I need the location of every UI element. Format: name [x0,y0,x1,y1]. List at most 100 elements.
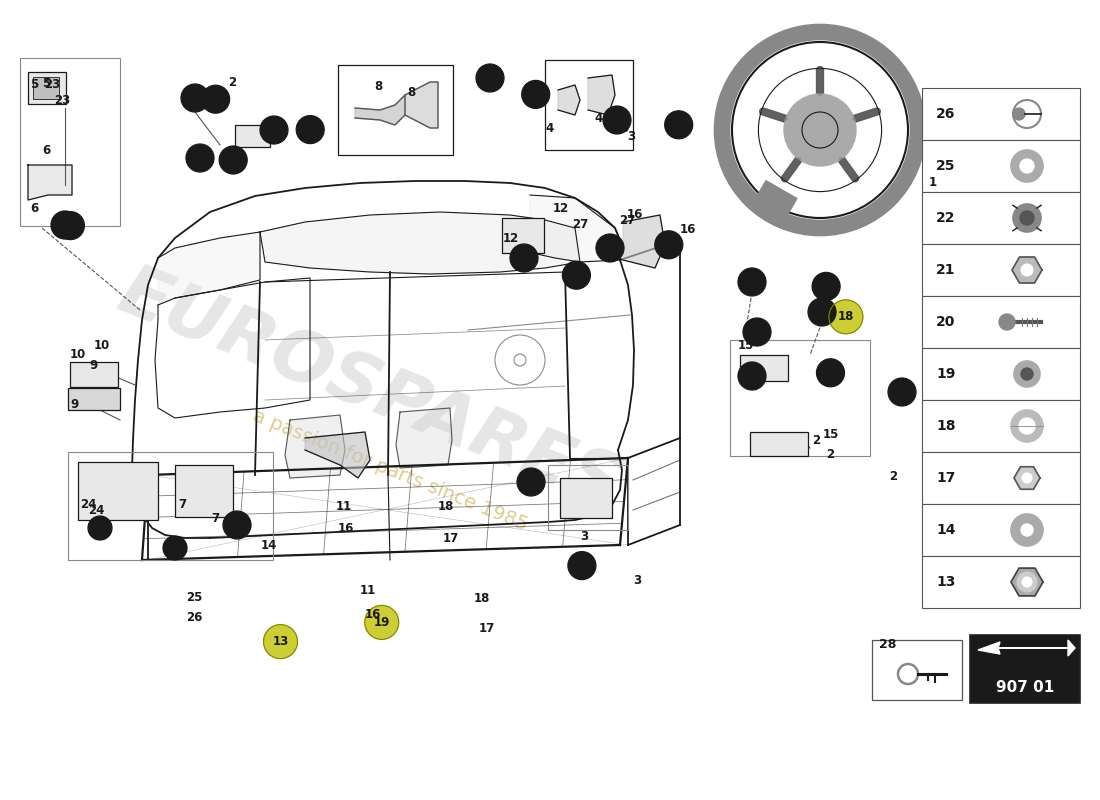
Text: 3: 3 [632,574,641,587]
Text: 907 01: 907 01 [996,681,1054,695]
Polygon shape [285,415,345,478]
Bar [544,60,632,150]
Polygon shape [158,232,260,305]
Bar [970,635,1080,703]
Bar [28,72,66,104]
Text: 1: 1 [928,176,937,189]
Bar [78,462,158,520]
Text: 10: 10 [70,348,86,361]
Text: 14: 14 [229,520,245,530]
Circle shape [808,298,836,326]
Bar [922,88,1080,140]
Text: 5: 5 [42,77,51,90]
Polygon shape [528,195,622,262]
Circle shape [223,511,251,539]
Circle shape [812,272,840,301]
Text: 11: 11 [336,500,352,513]
Circle shape [742,318,771,346]
Circle shape [562,261,591,290]
Bar [740,355,788,381]
Text: 13: 13 [273,635,288,648]
Text: 18: 18 [936,419,956,433]
Text: 9: 9 [70,398,78,411]
Circle shape [517,468,544,496]
Text: 19: 19 [823,368,838,378]
Text: 2: 2 [812,434,821,447]
Text: 12: 12 [503,232,519,245]
Text: 5: 5 [30,78,38,91]
Circle shape [1020,159,1034,173]
Circle shape [738,268,766,296]
Circle shape [1022,473,1032,483]
Circle shape [296,115,324,144]
Bar [922,296,1080,348]
Circle shape [1020,211,1034,225]
Text: 9: 9 [89,359,98,372]
Text: 25: 25 [187,591,202,604]
Text: 23: 23 [55,94,70,106]
Text: 19: 19 [569,270,584,280]
Polygon shape [305,432,370,478]
Text: 7: 7 [211,512,220,525]
Text: 18: 18 [474,592,490,605]
Text: 24: 24 [89,504,104,517]
Polygon shape [623,215,666,268]
Text: 4: 4 [544,122,553,135]
Text: 8: 8 [407,86,416,98]
Text: 22: 22 [936,211,956,225]
Bar [922,452,1080,504]
Text: 19: 19 [302,125,318,134]
Circle shape [201,85,230,114]
Text: 17: 17 [818,282,834,291]
Bar [922,400,1080,452]
Text: 21: 21 [936,263,956,277]
Circle shape [1021,368,1033,380]
Text: 16: 16 [365,608,381,621]
Text: 11: 11 [360,584,375,597]
Bar [730,340,870,456]
Text: 13: 13 [936,575,956,589]
Bar [922,140,1080,192]
Text: 15: 15 [823,428,838,441]
Circle shape [1018,572,1037,592]
Bar [560,478,612,518]
Bar [338,65,453,155]
Text: 19: 19 [524,477,539,487]
Circle shape [186,144,214,172]
Circle shape [260,116,288,144]
Text: 19: 19 [482,73,498,83]
Bar [68,452,273,560]
Circle shape [1022,577,1032,587]
Text: 25: 25 [92,523,108,533]
Text: 2: 2 [272,125,280,138]
Circle shape [596,234,624,262]
Polygon shape [355,95,405,125]
Circle shape [163,536,187,560]
Text: 28: 28 [879,638,896,651]
Circle shape [56,212,85,240]
Bar [502,218,544,253]
Circle shape [664,111,693,139]
Text: 26: 26 [167,543,183,553]
Circle shape [784,94,856,166]
Text: 14: 14 [936,523,956,537]
Text: 10: 10 [95,339,110,352]
Circle shape [603,106,631,134]
Text: 15: 15 [738,339,755,352]
Bar [70,362,118,387]
Circle shape [510,244,538,272]
Polygon shape [978,640,1075,656]
Text: 17: 17 [936,471,956,485]
Text: 2: 2 [228,76,236,89]
Text: 3: 3 [620,122,628,135]
Text: 3: 3 [627,130,636,142]
Text: 27: 27 [572,218,588,231]
Text: 28: 28 [603,243,618,253]
Text: 16: 16 [338,522,354,535]
Circle shape [1019,418,1035,434]
Circle shape [88,516,112,540]
Circle shape [1011,410,1043,442]
Circle shape [264,625,297,658]
Bar [922,504,1080,556]
Text: 20: 20 [894,387,910,397]
